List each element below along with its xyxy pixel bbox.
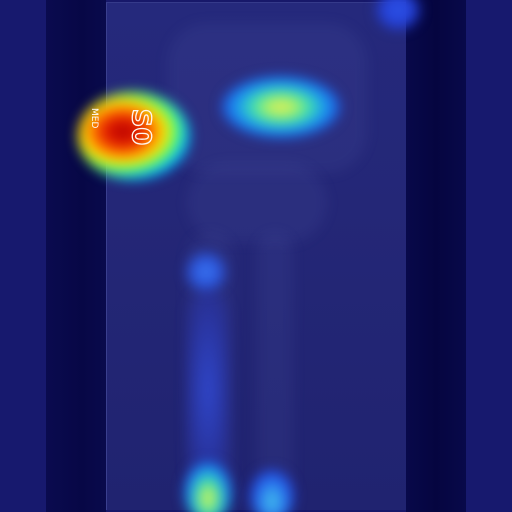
marker-number: S0 — [125, 108, 156, 146]
heat-blob-upper — [222, 76, 340, 138]
left-dark-band — [46, 0, 106, 512]
heat-blob-marker — [78, 92, 190, 180]
marker-letters: MED — [89, 108, 99, 129]
heat-column-forearm — [186, 290, 230, 490]
right-padding — [466, 0, 512, 512]
heat-blob-bottom-right — [250, 470, 294, 512]
left-padding — [0, 0, 46, 512]
heat-blob-bottom-left — [184, 462, 232, 512]
heat-blob-mid — [186, 252, 226, 292]
right-dark-band — [406, 0, 466, 512]
wrist-bone-shadow — [187, 163, 327, 243]
ulna-shadow — [257, 233, 293, 503]
